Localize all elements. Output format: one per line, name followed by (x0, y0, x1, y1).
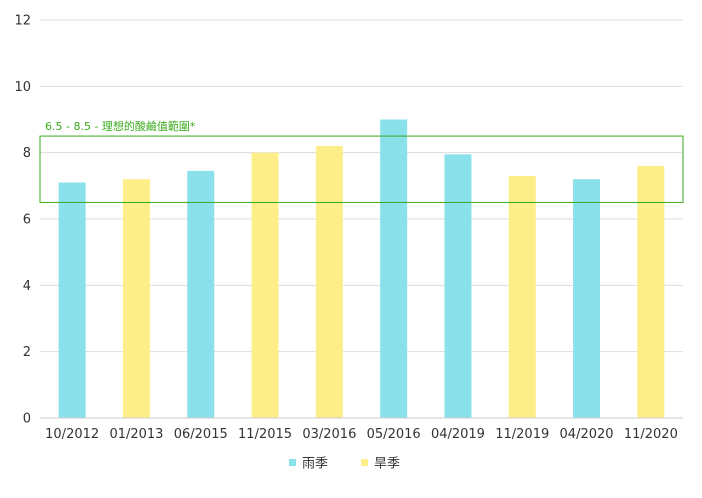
x-tick-label: 01/2013 (109, 427, 163, 442)
x-tick-label: 03/2016 (302, 427, 356, 442)
y-tick-label: 0 (23, 412, 31, 427)
bar (315, 146, 343, 419)
y-tick-label: 10 (14, 80, 31, 95)
legend-swatch (361, 459, 368, 466)
y-tick-label: 4 (23, 279, 31, 294)
y-tick-label: 8 (23, 146, 31, 161)
bars (58, 119, 665, 419)
x-tick-label: 04/2019 (431, 427, 485, 442)
x-tick-label: 05/2016 (367, 427, 421, 442)
bar (187, 170, 215, 418)
y-tick-label: 12 (14, 14, 31, 29)
bar (380, 119, 408, 418)
bar (444, 154, 472, 418)
bar (508, 175, 536, 418)
ideal-ph-range-box (39, 135, 684, 203)
legend: 雨季 旱季 (289, 457, 400, 472)
legend-label: 雨季 (302, 457, 328, 472)
ideal-ph-range-label: 6.5 - 8.5 - 理想的酸鹼值範圍* (45, 119, 196, 133)
legend-swatch (289, 459, 296, 466)
bar (573, 179, 601, 418)
y-tick-label: 6 (23, 213, 31, 228)
x-axis-ticks: 10/2012 01/2013 06/2015 11/2015 03/2016 05/20… (45, 427, 678, 442)
x-tick-label: 11/2020 (624, 427, 678, 442)
x-tick-label: 10/2012 (45, 427, 99, 442)
bar (637, 165, 665, 418)
ideal-ph-range: 6.5 - 8.5 - 理想的酸鹼值範圍* (39, 119, 684, 203)
legend-label: 旱季 (374, 457, 400, 472)
y-axis-ticks: 0 2 4 6 8 10 12 (14, 14, 31, 427)
x-tick-label: 04/2020 (560, 427, 614, 442)
bar (58, 182, 86, 418)
x-tick-label: 06/2015 (174, 427, 228, 442)
bar (122, 179, 150, 418)
y-tick-label: 2 (23, 345, 31, 360)
x-tick-label: 11/2019 (495, 427, 549, 442)
bar (251, 152, 279, 418)
x-tick-label: 11/2015 (238, 427, 292, 442)
